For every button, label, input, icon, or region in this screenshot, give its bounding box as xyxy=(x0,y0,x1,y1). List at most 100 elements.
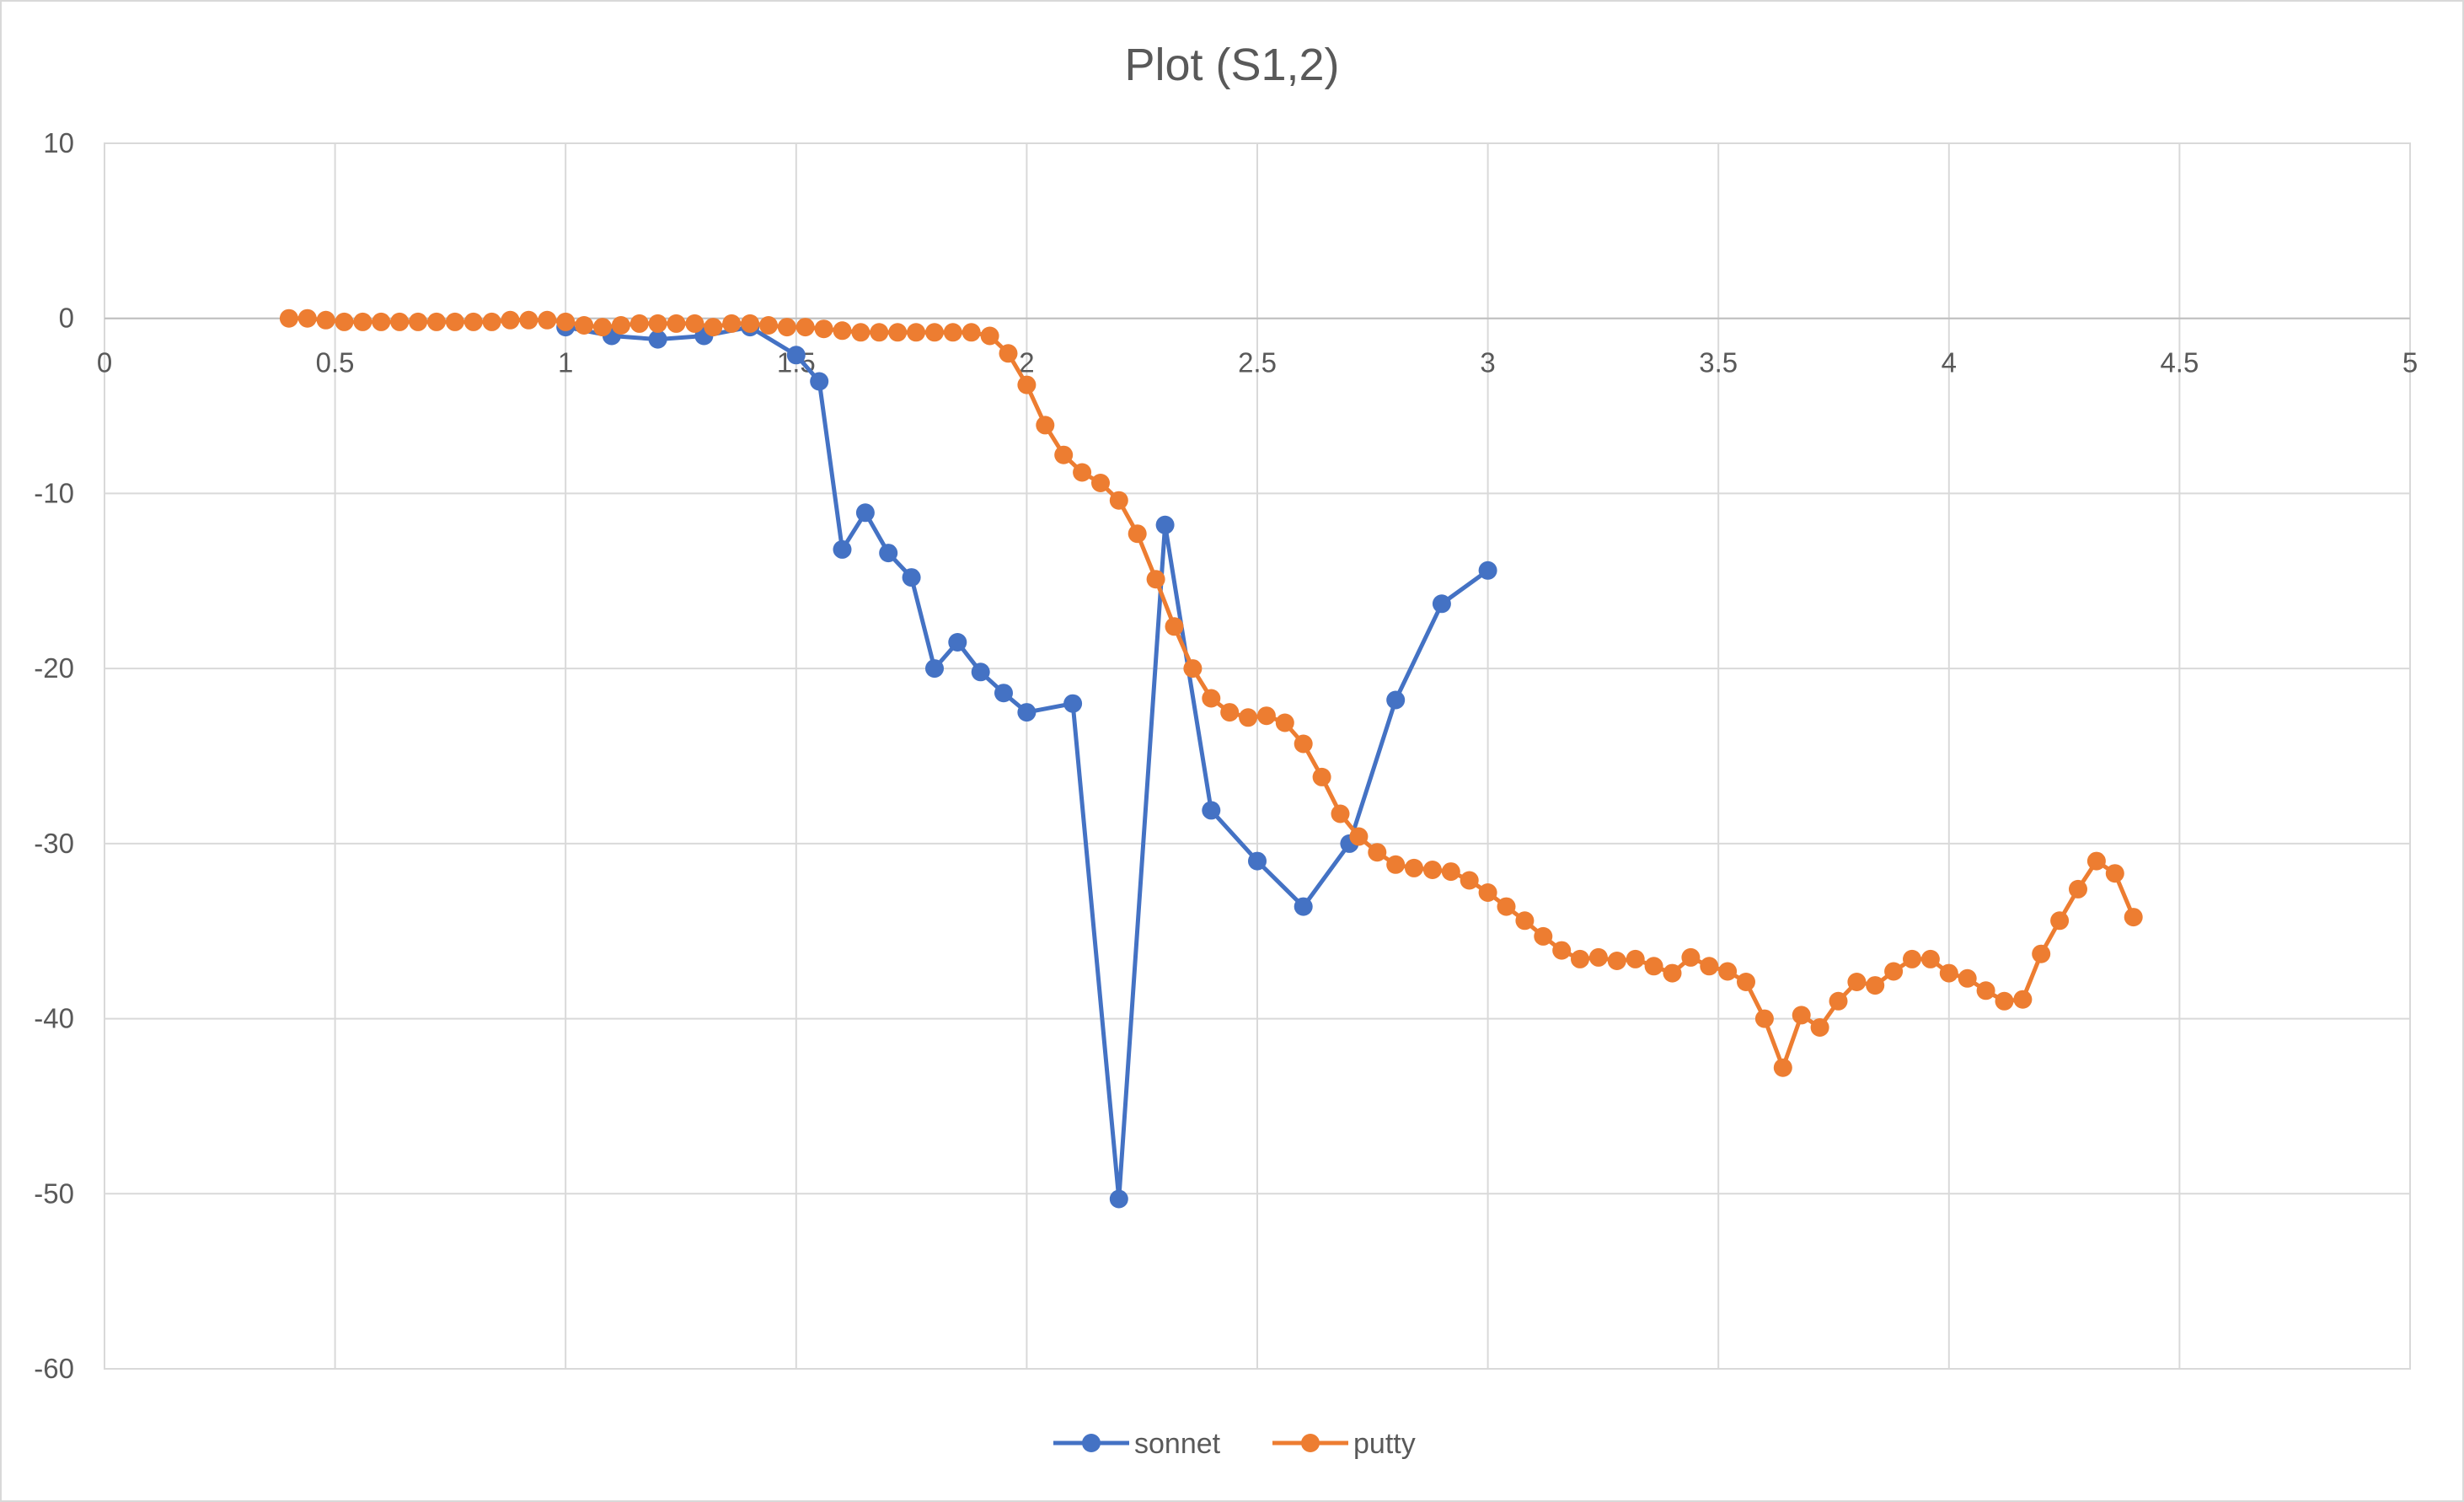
data-point-putty xyxy=(851,323,870,342)
data-point-sonnet xyxy=(833,539,852,559)
data-point-putty xyxy=(1792,1006,1811,1025)
data-point-putty xyxy=(1829,991,1848,1011)
data-point-putty xyxy=(1607,952,1626,970)
y-tick-label: 10 xyxy=(43,127,74,158)
data-point-putty xyxy=(1681,947,1701,967)
data-point-putty xyxy=(1441,862,1460,882)
data-point-putty xyxy=(2013,990,2033,1009)
data-point-sonnet xyxy=(948,633,967,652)
data-point-putty xyxy=(1866,976,1885,995)
data-point-putty xyxy=(1903,949,1921,968)
data-point-putty xyxy=(1405,858,1423,877)
data-point-putty xyxy=(1460,871,1479,890)
data-point-sonnet xyxy=(1063,694,1083,713)
data-point-putty xyxy=(1165,617,1184,636)
data-point-sonnet xyxy=(971,662,990,682)
x-tick-label: 3.5 xyxy=(1699,347,1738,378)
data-point-putty xyxy=(372,312,391,331)
data-point-sonnet xyxy=(902,568,921,587)
x-tick-label: 5 xyxy=(2402,347,2418,378)
data-point-putty xyxy=(1146,570,1165,589)
data-point-putty xyxy=(685,314,704,333)
legend: sonnet putty xyxy=(1053,1428,1416,1460)
data-point-putty xyxy=(1810,1018,1829,1037)
data-point-sonnet xyxy=(1109,1189,1128,1209)
y-tick-label: 0 xyxy=(59,303,74,334)
data-point-putty xyxy=(1017,375,1036,394)
data-point-putty xyxy=(1515,911,1535,931)
y-tick-label: -40 xyxy=(34,1003,74,1034)
data-point-putty xyxy=(961,323,981,342)
data-point-putty xyxy=(482,312,501,331)
x-tick-label: 2 xyxy=(1019,347,1034,378)
data-point-putty xyxy=(1737,973,1755,991)
data-point-sonnet xyxy=(879,544,898,563)
data-point-putty xyxy=(777,318,796,337)
data-point-putty xyxy=(1478,883,1497,902)
data-point-putty xyxy=(814,319,833,339)
chart-title: Plot (S1,2) xyxy=(1124,40,1339,90)
data-point-putty xyxy=(795,318,815,337)
data-point-sonnet xyxy=(1202,801,1221,820)
data-point-putty xyxy=(1663,963,1682,983)
data-point-sonnet xyxy=(1248,851,1267,871)
data-point-putty xyxy=(575,316,594,335)
data-point-putty xyxy=(648,314,667,333)
data-point-sonnet xyxy=(1017,703,1036,722)
data-point-putty xyxy=(501,310,520,330)
data-point-putty xyxy=(353,312,372,331)
data-point-putty xyxy=(593,318,612,337)
data-point-putty xyxy=(980,326,999,346)
data-point-putty xyxy=(999,344,1018,363)
data-point-putty xyxy=(833,321,852,341)
data-point-sonnet xyxy=(786,346,806,365)
data-point-sonnet xyxy=(855,503,875,523)
data-point-putty xyxy=(2050,911,2070,931)
x-tick-label: 0 xyxy=(97,347,112,378)
data-point-putty xyxy=(2086,851,2106,871)
data-point-putty xyxy=(409,312,428,331)
data-point-putty xyxy=(741,314,760,333)
data-point-putty xyxy=(463,312,483,331)
data-point-putty xyxy=(427,312,446,331)
data-point-putty xyxy=(907,323,926,342)
x-tick-label: 0.5 xyxy=(316,347,355,378)
data-point-putty xyxy=(1294,734,1313,754)
data-point-sonnet xyxy=(1478,561,1497,580)
data-point-putty xyxy=(1644,957,1663,976)
data-point-putty xyxy=(1368,843,1387,862)
data-point-putty xyxy=(1054,445,1074,464)
data-point-putty xyxy=(667,314,686,333)
series-group xyxy=(279,308,2143,1209)
data-point-putty xyxy=(1995,991,2014,1011)
data-point-sonnet xyxy=(1432,594,1451,614)
data-point-putty xyxy=(297,308,317,328)
data-point-putty xyxy=(1073,463,1092,482)
data-point-putty xyxy=(1754,1009,1774,1028)
data-point-putty xyxy=(1349,827,1369,846)
data-point-sonnet xyxy=(810,372,829,391)
data-point-putty xyxy=(2032,944,2051,963)
x-tick-label: 1 xyxy=(558,347,573,378)
x-tick-label: 2.5 xyxy=(1238,347,1277,378)
data-point-putty xyxy=(556,312,576,331)
legend-label: putty xyxy=(1353,1428,1416,1460)
data-point-putty xyxy=(704,318,723,337)
data-point-putty xyxy=(316,310,335,330)
data-point-putty xyxy=(519,310,538,330)
data-point-putty xyxy=(611,316,630,335)
legend-marker xyxy=(1082,1434,1101,1452)
data-point-putty xyxy=(1091,474,1110,492)
data-point-putty xyxy=(1976,981,1995,1000)
data-point-putty xyxy=(445,312,464,331)
data-point-putty xyxy=(1552,941,1572,960)
legend-marker xyxy=(1301,1434,1320,1452)
data-point-putty xyxy=(1331,804,1350,823)
data-point-putty xyxy=(1718,962,1738,981)
data-point-sonnet xyxy=(925,659,944,679)
data-point-putty xyxy=(279,308,298,328)
data-point-putty xyxy=(1920,949,1940,968)
y-tick-label: -20 xyxy=(34,652,74,684)
